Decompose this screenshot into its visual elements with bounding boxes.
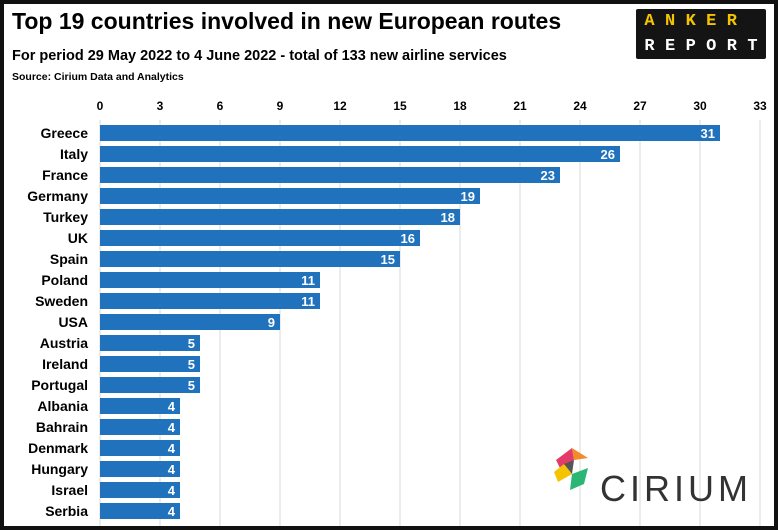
bar	[100, 188, 480, 204]
category-label: Spain	[50, 251, 88, 267]
category-label: Sweden	[35, 293, 88, 309]
data-label: 5	[188, 357, 195, 372]
anker-logo-letter: N	[664, 12, 676, 31]
data-label: 15	[381, 252, 395, 267]
category-label: Greece	[41, 125, 89, 141]
data-label: 11	[301, 294, 315, 309]
data-label: 11	[301, 273, 315, 288]
data-label: 16	[401, 231, 415, 246]
category-label: Turkey	[43, 209, 88, 225]
bar	[100, 230, 420, 246]
report-logo-letter: O	[706, 37, 717, 56]
chart-source: Source: Cirium Data and Analytics	[12, 71, 184, 83]
category-label: UK	[68, 230, 88, 246]
category-label: Albania	[37, 398, 88, 414]
chart-title: Top 19 countries involved in new Europea…	[12, 8, 562, 34]
bar	[100, 125, 720, 141]
bar	[100, 167, 560, 183]
category-label: Denmark	[28, 440, 88, 456]
bar	[100, 440, 180, 456]
report-logo-letter: P	[685, 37, 696, 56]
report-logo-letter: E	[664, 37, 676, 56]
anker-logo-letter: E	[706, 12, 717, 31]
data-label: 4	[168, 483, 176, 498]
bar	[100, 461, 180, 477]
category-label: Bahrain	[36, 419, 88, 435]
data-label: 23	[541, 168, 555, 183]
x-tick-label: 0	[97, 99, 104, 113]
anker-logo-letter: A	[644, 12, 655, 31]
report-logo-letter: R	[644, 37, 655, 56]
data-label: 4	[168, 462, 176, 477]
category-label: Serbia	[45, 503, 88, 519]
x-tick-label: 3	[157, 99, 164, 113]
bar	[100, 356, 200, 372]
report-logo-letter: R	[726, 37, 737, 56]
bar	[100, 482, 180, 498]
data-label: 31	[701, 126, 715, 141]
data-label: 26	[601, 147, 615, 162]
data-label: 4	[168, 399, 176, 414]
anker-logo-letter: R	[726, 12, 737, 31]
data-label: 5	[188, 378, 195, 393]
x-tick-label: 30	[693, 99, 707, 113]
bar	[100, 272, 320, 288]
category-label: Italy	[60, 146, 88, 162]
chart-subtitle: For period 29 May 2022 to 4 June 2022 - …	[12, 48, 507, 64]
x-tick-label: 27	[633, 99, 647, 113]
x-tick-label: 24	[573, 99, 587, 113]
bar	[100, 377, 200, 393]
x-tick-label: 18	[453, 99, 467, 113]
category-label: Portugal	[31, 377, 88, 393]
anker-logo-letter: K	[685, 12, 696, 31]
bar	[100, 251, 400, 267]
data-label: 4	[168, 441, 176, 456]
bar	[100, 398, 180, 414]
data-label: 18	[441, 210, 455, 225]
category-label: Israel	[51, 482, 88, 498]
data-label: 5	[188, 336, 195, 351]
x-tick-label: 12	[333, 99, 347, 113]
category-label: Ireland	[42, 356, 88, 372]
data-label: 4	[168, 504, 176, 519]
x-tick-label: 9	[277, 99, 284, 113]
data-label: 19	[461, 189, 475, 204]
x-tick-label: 15	[393, 99, 407, 113]
category-label: Poland	[41, 272, 88, 288]
bar	[100, 293, 320, 309]
bar	[100, 146, 620, 162]
cirium-logo-icon	[554, 448, 588, 490]
category-label: Hungary	[31, 461, 88, 477]
data-label: 9	[268, 315, 275, 330]
bar	[100, 209, 460, 225]
cirium-logo-text: CIRIUM	[600, 468, 752, 509]
bar	[100, 335, 200, 351]
x-tick-label: 21	[513, 99, 527, 113]
category-label: Germany	[27, 188, 88, 204]
data-label: 4	[168, 420, 176, 435]
report-logo-letter: T	[747, 37, 758, 56]
x-tick-label: 33	[753, 99, 767, 113]
anker-report-logo: A N K E R R E P O R T	[636, 9, 766, 59]
category-label: Austria	[40, 335, 88, 351]
bar	[100, 503, 180, 519]
bar	[100, 314, 280, 330]
bar	[100, 419, 180, 435]
x-tick-label: 6	[217, 99, 224, 113]
bar-chart: 0 3 6 9 12 15 18 21 24 27 30 33 Greece 31 Italy 26 Franc…	[27, 99, 767, 526]
category-label: USA	[58, 314, 88, 330]
category-label: France	[42, 167, 88, 183]
